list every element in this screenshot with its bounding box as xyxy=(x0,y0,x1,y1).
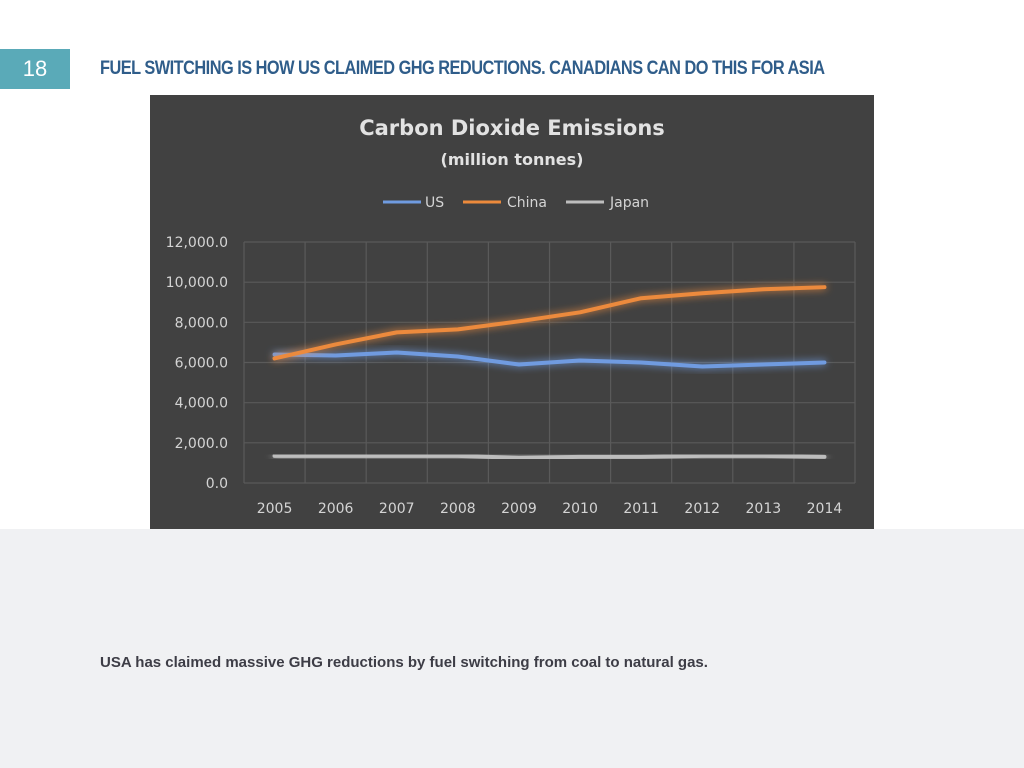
x-tick-label: 2007 xyxy=(379,501,415,517)
x-tick-label: 2011 xyxy=(623,501,659,517)
chart-legend: US China Japan xyxy=(383,195,649,211)
x-tick-label: 2012 xyxy=(684,501,720,517)
y-tick-label: 8,000.0 xyxy=(175,315,228,331)
x-tick-label: 2008 xyxy=(440,501,476,517)
chart-subtitle: (million tonnes) xyxy=(441,150,584,169)
y-tick-label: 4,000.0 xyxy=(175,396,228,412)
x-axis: 2005 2006 2007 2008 2009 2010 2011 2012 2013 2014 xyxy=(257,501,843,517)
x-tick-label: 2005 xyxy=(257,501,293,517)
legend-label: Japan xyxy=(609,195,649,211)
chart-svg: Carbon Dioxide Emissions (million tonnes… xyxy=(166,116,856,517)
x-tick-label: 2006 xyxy=(318,501,354,517)
slide-title: FUEL SWITCHING IS HOW US CLAIMED GHG RED… xyxy=(100,58,825,79)
x-tick-label: 2010 xyxy=(562,501,598,517)
chart-series xyxy=(272,285,827,460)
y-tick-label: 12,000.0 xyxy=(166,235,228,251)
series-line-japan xyxy=(272,453,827,460)
chart-title: Carbon Dioxide Emissions xyxy=(359,116,665,140)
legend-label: China xyxy=(507,195,547,211)
y-tick-label: 0.0 xyxy=(206,476,228,492)
legend-item-us: US xyxy=(383,195,444,211)
x-tick-label: 2013 xyxy=(746,501,782,517)
legend-label: US xyxy=(425,195,444,211)
slide-bottom-band xyxy=(0,529,1024,768)
slide-number-badge: 18 xyxy=(0,49,70,89)
y-tick-label: 10,000.0 xyxy=(166,275,228,291)
legend-item-china: China xyxy=(463,195,547,211)
emissions-chart: Carbon Dioxide Emissions (million tonnes… xyxy=(150,95,874,529)
y-tick-label: 2,000.0 xyxy=(175,436,228,452)
y-axis: 0.0 2,000.0 4,000.0 6,000.0 8,000.0 10,000.0 1… xyxy=(166,235,228,492)
y-tick-label: 6,000.0 xyxy=(175,356,228,372)
x-tick-label: 2014 xyxy=(807,501,843,517)
legend-item-japan: Japan xyxy=(566,195,649,211)
slide-caption: USA has claimed massive GHG reductions b… xyxy=(100,654,708,671)
series-line-china xyxy=(272,285,827,361)
chart-grid xyxy=(243,241,856,484)
x-tick-label: 2009 xyxy=(501,501,537,517)
series-line-us xyxy=(272,350,827,369)
